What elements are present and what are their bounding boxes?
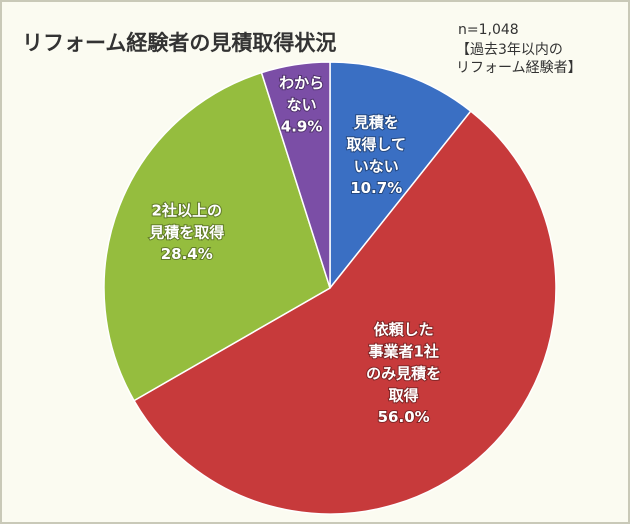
slice-label: 依頼した事業者1社のみ見積を取得 (366, 320, 441, 404)
pie-slice (260, 61, 331, 289)
data-label: 28.4% (161, 245, 213, 263)
data-label: 56.0% (378, 408, 430, 426)
chart-title: リフォーム経験者の見積取得状況 (22, 31, 336, 55)
pie-slice (329, 61, 472, 291)
annotation: 【過去3年以内のリフォーム経験者】 (456, 42, 582, 76)
data-label: 10.7% (350, 179, 402, 197)
pie-slice (133, 110, 557, 515)
pie: 見積を取得していない 10.7% 依頼した事業者1社のみ見積を取得 56.0% 2社以上… (103, 61, 557, 515)
data-label: 4.9% (281, 117, 323, 135)
slice-label: わからない (279, 73, 324, 113)
slice-label: 見積を取得していない (346, 113, 406, 175)
pie-slice (103, 71, 331, 402)
annotation: n=1,048 (458, 22, 519, 38)
slice-label: 2社以上の見積を取得 (148, 201, 224, 241)
